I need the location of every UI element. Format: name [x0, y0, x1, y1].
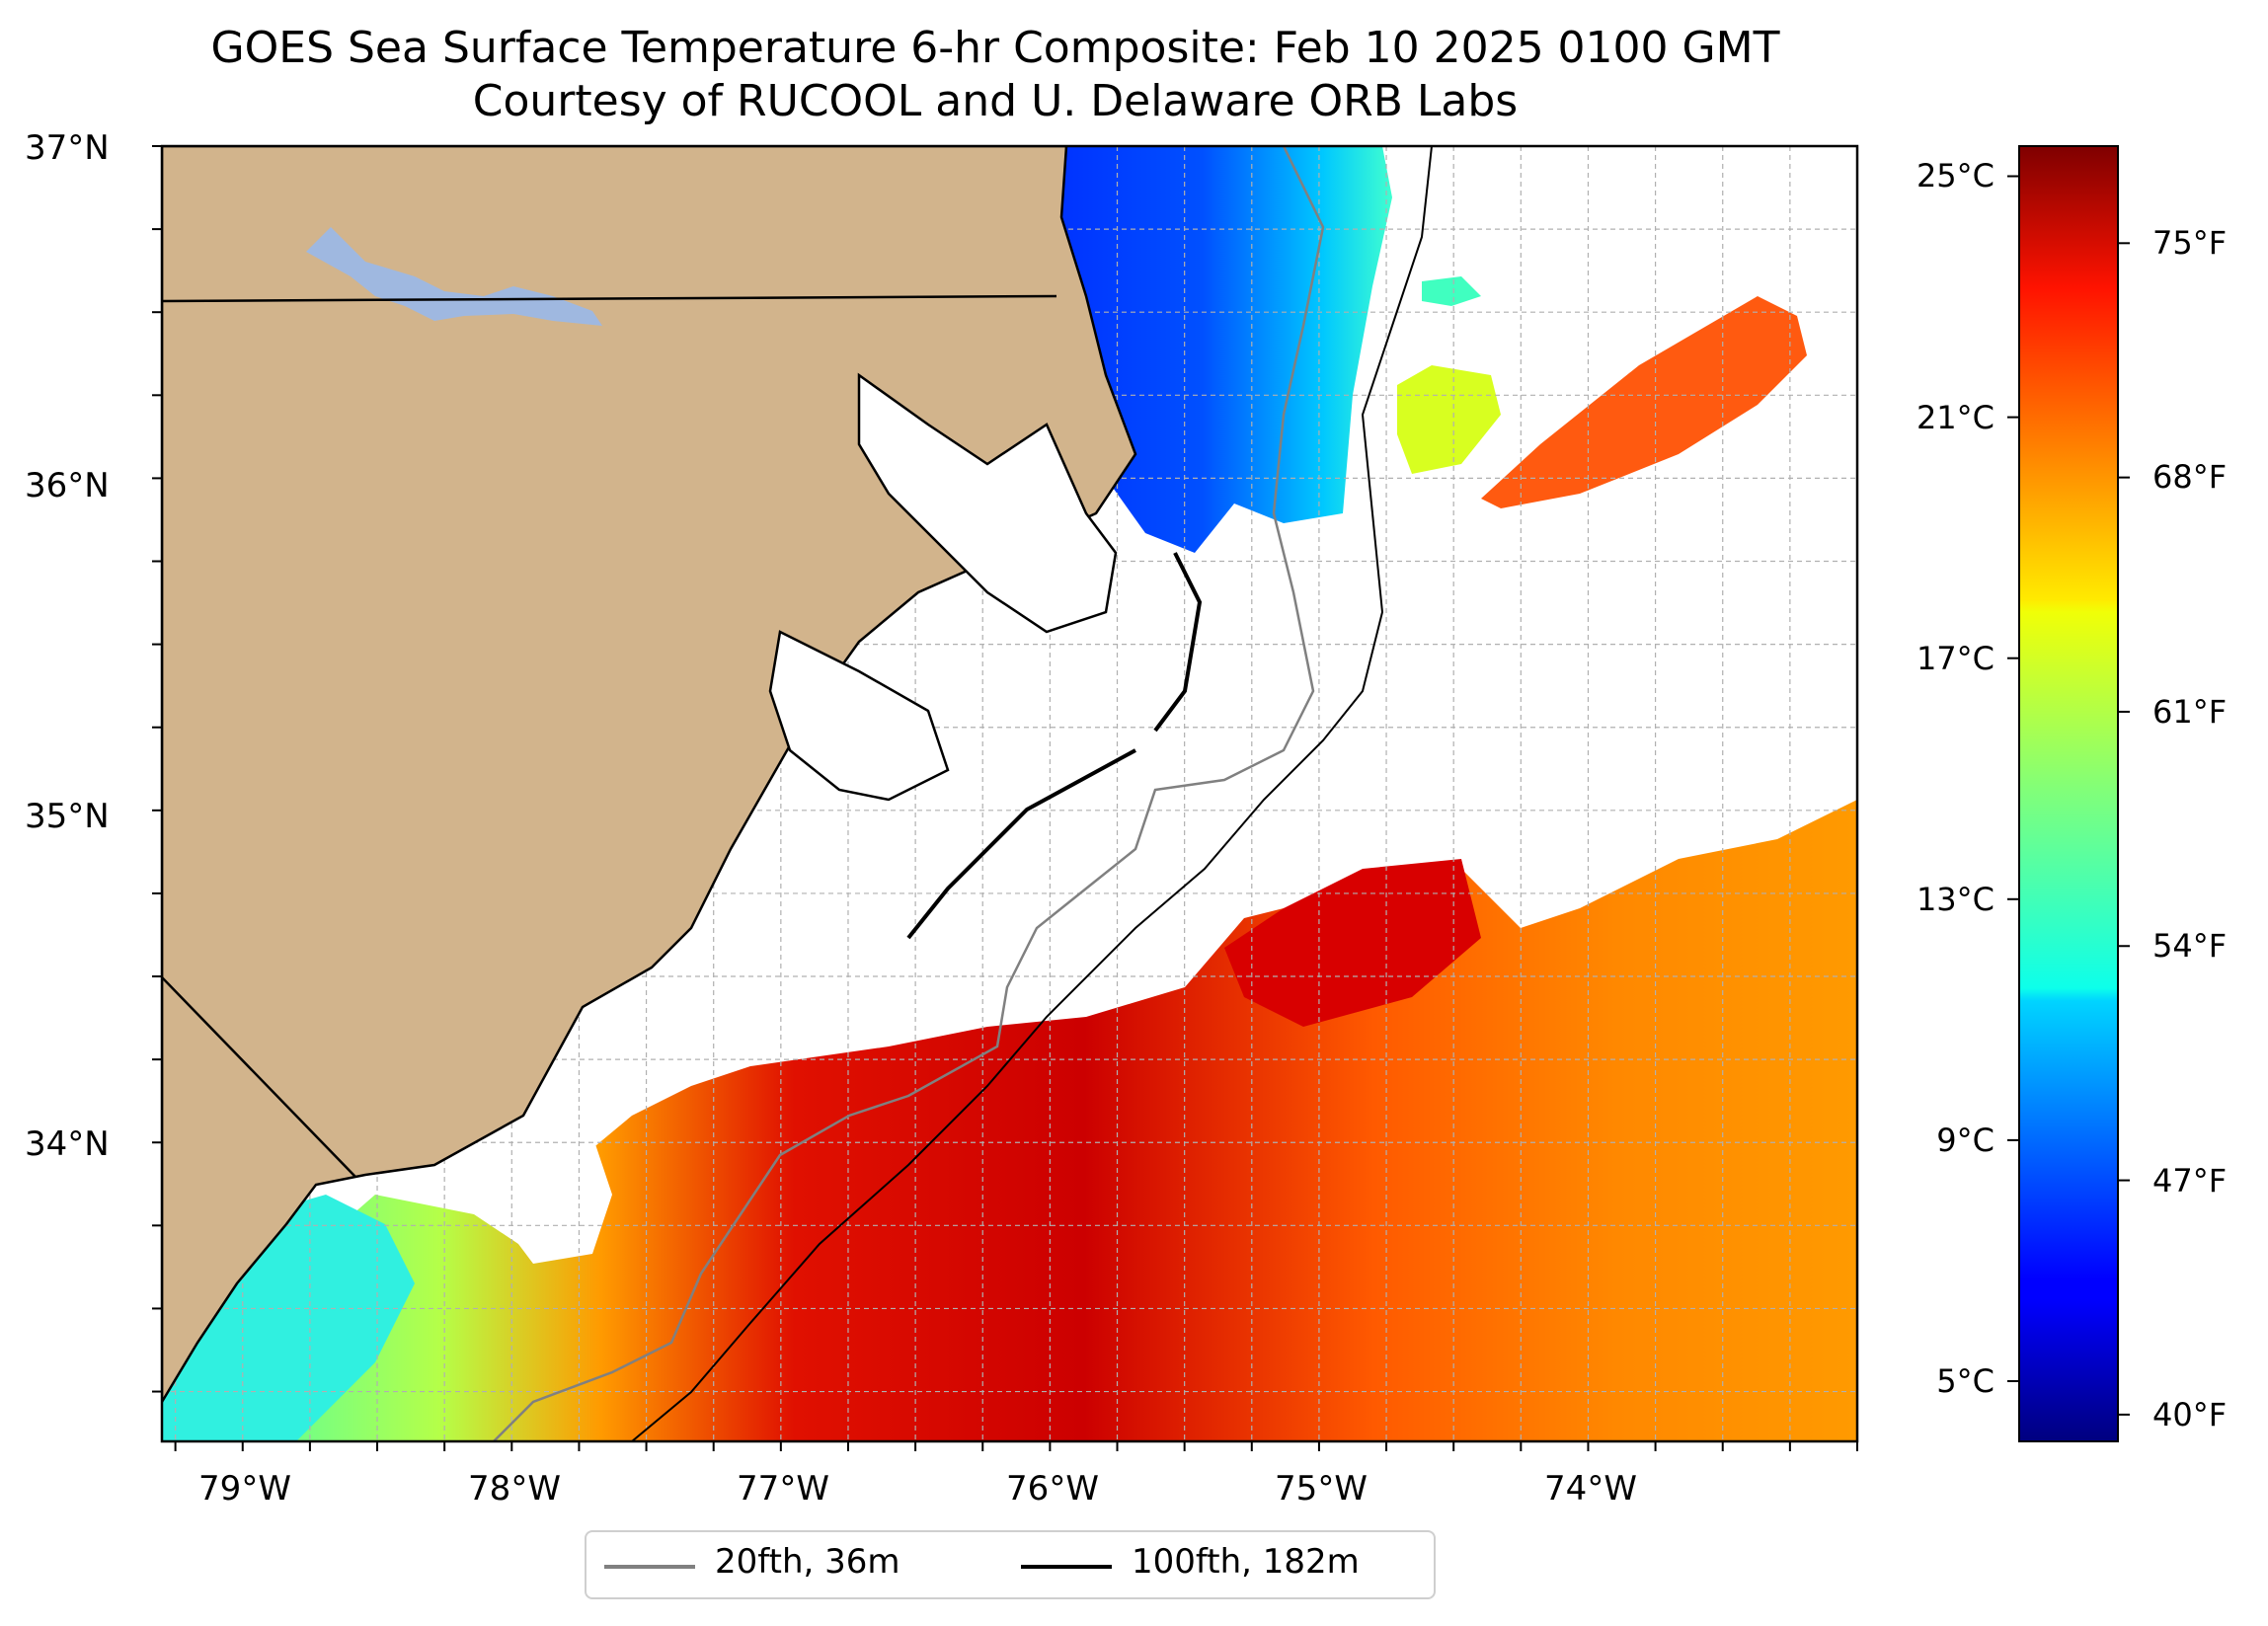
- legend-swatch-100fth: [1021, 1565, 1112, 1569]
- sst-patch-cyan: [1422, 276, 1481, 306]
- cb-label-61f: 61°F: [2152, 693, 2228, 731]
- sound-water-2: [768, 630, 950, 802]
- lon-label-79: 79°W: [198, 1469, 291, 1509]
- lon-label-74: 74°W: [1544, 1469, 1637, 1509]
- chart-title: GOES Sea Surface Temperature 6-hr Compos…: [0, 22, 1991, 128]
- lat-label-34: 34°N: [25, 1124, 110, 1164]
- lake: [306, 227, 602, 326]
- isobath-20fth: [493, 146, 1325, 1441]
- legend-label-100fth: 100fth, 182m: [1132, 1542, 1360, 1582]
- cb-label-54f: 54°F: [2152, 927, 2228, 965]
- sst-field-west: [162, 1195, 415, 1441]
- cb-label-68f: 68°F: [2152, 458, 2228, 496]
- colorbar: [2018, 145, 2119, 1442]
- isobath-100fth: [631, 146, 1433, 1441]
- cloud-gap: [504, 1135, 612, 1264]
- lon-label-75: 75°W: [1275, 1469, 1368, 1509]
- axis-ticks: [152, 145, 1858, 1451]
- map-frame: [160, 144, 1859, 1443]
- lon-label-77: 77°W: [737, 1469, 829, 1509]
- sound-water: [857, 372, 1118, 634]
- title-line-2: Courtesy of RUCOOL and U. Delaware ORB L…: [472, 76, 1519, 126]
- cb-label-5c: 5°C: [1936, 1362, 1994, 1400]
- state-border-va-nc: [162, 294, 1057, 303]
- cb-label-17c: 17°C: [1916, 640, 1994, 677]
- legend-swatch-20fth: [604, 1565, 695, 1569]
- lat-label-37: 37°N: [25, 128, 110, 168]
- cb-label-75f: 75°F: [2152, 224, 2228, 262]
- barrier-islands: [906, 552, 1203, 940]
- cb-label-9c: 9°C: [1936, 1122, 1994, 1159]
- colorbar-ticks: [2007, 175, 2130, 1416]
- cb-label-13c: 13°C: [1916, 881, 1994, 918]
- sst-patch-red: [1224, 859, 1481, 1027]
- lon-label-76: 76°W: [1006, 1469, 1099, 1509]
- legend-label-20fth: 20fth, 36m: [715, 1542, 900, 1582]
- sst-patch-yellow: [1397, 365, 1501, 474]
- legend: 20fth, 36m 100fth, 182m: [585, 1530, 1436, 1599]
- lat-label-35: 35°N: [25, 797, 110, 836]
- lon-label-78: 78°W: [468, 1469, 561, 1509]
- cb-label-25c: 25°C: [1916, 157, 1994, 194]
- cb-label-40f: 40°F: [2152, 1396, 2228, 1433]
- title-line-1: GOES Sea Surface Temperature 6-hr Compos…: [210, 23, 1780, 73]
- cb-label-21c: 21°C: [1916, 399, 1994, 436]
- state-border-nc-sc: [162, 976, 356, 1178]
- cb-label-47f: 47°F: [2152, 1162, 2228, 1200]
- sst-patch-warm-ne: [1481, 296, 1807, 508]
- lat-label-36: 36°N: [25, 466, 110, 505]
